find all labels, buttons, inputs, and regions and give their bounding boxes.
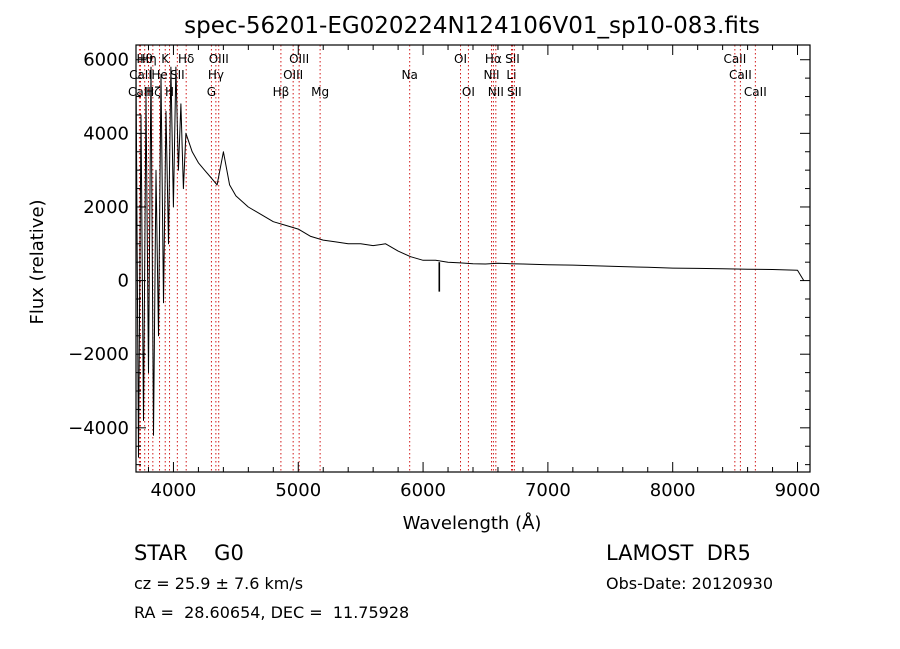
spectrum-line (135, 66, 805, 458)
spectral-line-label: SII (507, 85, 522, 99)
y-tick-label: 2000 (83, 197, 129, 218)
x-tick-label: 7000 (525, 480, 571, 501)
y-tick-label: 4000 (83, 123, 129, 144)
x-axis-label: Wavelength (Å) (403, 512, 542, 534)
spectral-line-label: Mg (311, 85, 329, 99)
spectral-line-label: CaII (729, 68, 752, 82)
redshift-velocity: cz = 25.9 ± 7.6 km/s (134, 574, 304, 593)
spectral-line-label: OI (454, 52, 467, 66)
spectral-line-label: OIII (289, 52, 309, 66)
spectral-line-label: SII (170, 68, 185, 82)
spectral-line-label: Hα (485, 52, 502, 66)
spectral-line-label: NII (488, 85, 504, 99)
survey-release: LAMOST DR5 (606, 541, 751, 565)
spectral-line-label: NII (483, 68, 499, 82)
y-tick-label: −4000 (68, 418, 129, 439)
spectral-line-label: Hγ (208, 68, 224, 82)
spectral-line-label: Li (506, 68, 516, 82)
spectral-line-label: G (207, 85, 216, 99)
plot-frame (135, 44, 811, 473)
y-tick-label: 0 (118, 271, 129, 292)
spectral-line-label: CaII (129, 68, 152, 82)
spectral-line-label: Hη (140, 52, 157, 66)
x-tick-label: 5000 (275, 480, 321, 501)
spectral-line-label: Hβ (273, 85, 290, 99)
y-tick-label: −2000 (68, 344, 129, 365)
x-tick-label: 4000 (151, 480, 197, 501)
object-class: STAR G0 (134, 541, 244, 565)
sky-coordinates: RA = 28.60654, DEC = 11.75928 (134, 603, 410, 622)
spectral-line-label: Hδ (178, 52, 194, 66)
spectral-line-label: H (165, 85, 174, 99)
axes: 4000 5000 6000 7000 8000 9000 −4000 −2000 0 2000 4… (68, 45, 820, 501)
spectral-line-label: CaII (128, 85, 151, 99)
spectrum-series (135, 66, 805, 458)
x-tick-label: 6000 (400, 480, 446, 501)
observation-date: Obs-Date: 20120930 (606, 574, 774, 593)
spectral-line-label: OIII (209, 52, 229, 66)
spectral-line-label: SII (505, 52, 520, 66)
spectral-line-label: OIII (283, 68, 303, 82)
spectral-line-label: CaII (744, 85, 767, 99)
y-axis-label: Flux (relative) (27, 199, 48, 324)
spectral-line-label: K (161, 52, 170, 66)
spectral-line-label: Hζ (145, 85, 161, 99)
spectral-line-label: He (151, 68, 167, 82)
chart-title: spec-56201-EG020224N124106V01_sp10-083.f… (184, 13, 760, 39)
spectral-line-label: OI (462, 85, 475, 99)
x-tick-label: 9000 (775, 480, 821, 501)
spectral-line-label: Na (402, 68, 418, 82)
y-tick-label: 6000 (83, 50, 129, 71)
spectral-line-markers: CaIICaIIHθHηHζHeKHSIIHδGHγOIIIHβOIIIOIII… (128, 45, 767, 472)
spectral-line-label: CaII (723, 52, 746, 66)
x-tick-label: 8000 (650, 480, 696, 501)
